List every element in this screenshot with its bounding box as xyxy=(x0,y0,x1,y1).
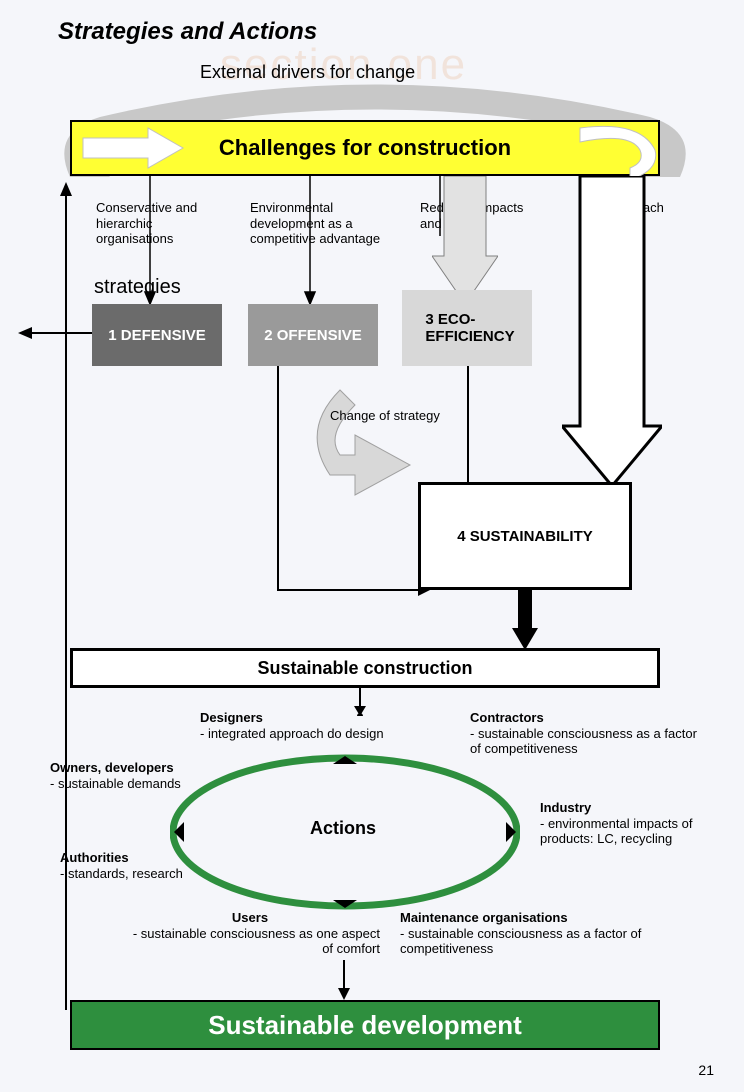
sustainable-development-bar: Sustainable development xyxy=(70,1000,660,1050)
page-number: 21 xyxy=(698,1062,714,1078)
actor-authorities: Authorities - standards, research xyxy=(60,850,210,881)
sus-to-sc-arrow-icon xyxy=(512,590,538,650)
actor-maintenance: Maintenance organisations - sustainable … xyxy=(400,910,670,957)
actions-to-sd-arrow-icon xyxy=(336,960,352,1000)
strategy-4-box: 4 SUSTAINABILITY xyxy=(418,482,632,590)
strategy-4-label: 4 SUSTAINABILITY xyxy=(457,528,593,545)
diagram-root: section one Strategies and Actions Exter… xyxy=(0,0,744,1092)
feedback-bottom-connector-icon xyxy=(62,1008,74,1048)
actor-designers: Designers - integrated approach do desig… xyxy=(200,710,400,741)
offensive-route-icon xyxy=(0,0,744,700)
sustainable-construction-bar: Sustainable construction xyxy=(70,648,660,688)
actor-contractors: Contractors - sustainable consciousness … xyxy=(470,710,700,757)
actor-industry: Industry - environmental impacts of prod… xyxy=(540,800,720,847)
actions-center-label: Actions xyxy=(310,818,376,839)
actor-users: Users - sustainable consciousness as one… xyxy=(120,910,380,957)
actor-owners: Owners, developers - sustainable demands xyxy=(50,760,200,791)
sustainable-development-label: Sustainable development xyxy=(208,1010,522,1041)
sustainable-construction-label: Sustainable construction xyxy=(257,658,472,679)
